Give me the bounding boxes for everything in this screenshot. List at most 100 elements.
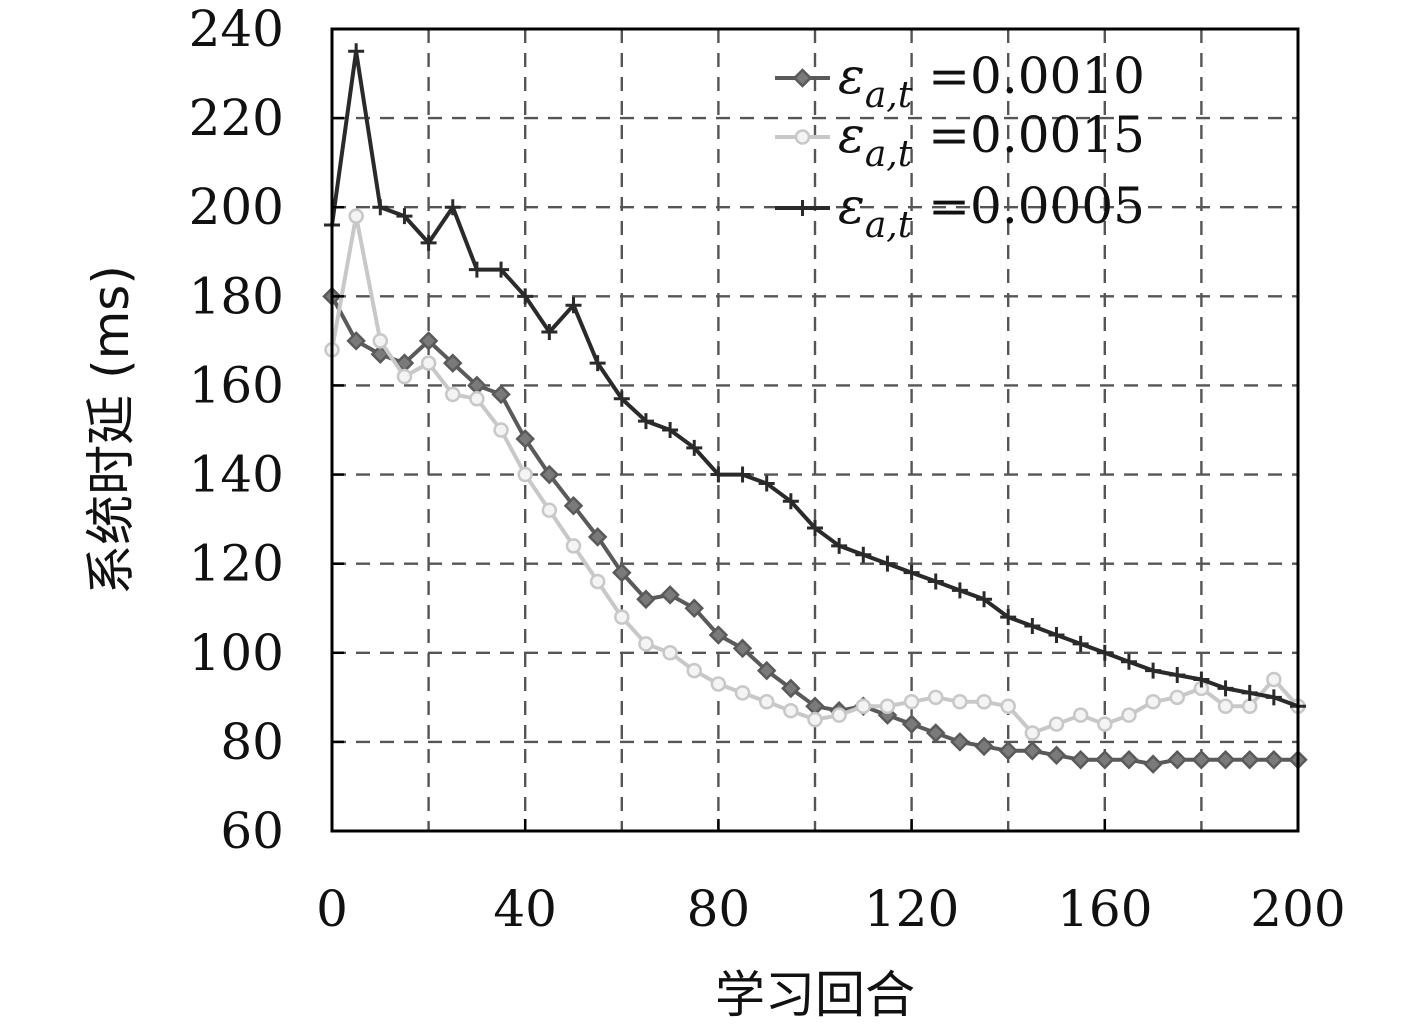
data-point xyxy=(710,676,727,692)
data-point xyxy=(1024,618,1041,635)
data-point xyxy=(636,589,656,610)
y-tick-label: 140 xyxy=(189,446,284,504)
y-tick-label: 240 xyxy=(189,0,284,58)
data-point xyxy=(493,422,509,438)
x-tick-label: 200 xyxy=(1250,880,1345,938)
data-point xyxy=(493,261,510,278)
data-point xyxy=(903,564,920,581)
legend-label: εa,t =0.0010 xyxy=(838,47,1145,116)
data-point xyxy=(491,384,511,405)
data-point xyxy=(660,585,680,605)
data-point xyxy=(928,689,944,706)
data-point xyxy=(879,555,896,572)
data-point xyxy=(758,694,775,710)
data-point xyxy=(1215,749,1236,770)
data-point xyxy=(468,261,485,278)
legend-marker xyxy=(792,68,813,88)
x-tick-label: 120 xyxy=(864,880,959,938)
data-point xyxy=(951,582,968,599)
legend-label: εa,t =0.0005 xyxy=(838,177,1145,246)
data-point xyxy=(563,495,584,516)
data-point xyxy=(974,736,994,757)
data-point xyxy=(684,598,705,618)
data-point xyxy=(925,723,946,743)
y-tick-label: 80 xyxy=(220,713,284,771)
legend-entry: εa,t =0.0010 xyxy=(775,47,1145,116)
data-point xyxy=(445,386,461,403)
data-point xyxy=(1022,741,1043,761)
data-point xyxy=(396,368,413,385)
data-point xyxy=(1241,684,1258,701)
data-point xyxy=(517,288,534,305)
legend-marker xyxy=(794,129,811,145)
y-tick-label: 160 xyxy=(189,356,284,414)
data-point xyxy=(614,609,630,625)
data-point xyxy=(1169,689,1185,706)
data-point xyxy=(686,662,702,679)
y-tick-label: 120 xyxy=(189,535,284,593)
y-tick-label: 200 xyxy=(189,178,284,236)
data-point xyxy=(732,638,753,659)
legend-entry: εa,t =0.0015 xyxy=(775,106,1145,175)
data-point xyxy=(1169,667,1186,684)
data-point xyxy=(637,413,654,430)
data-point xyxy=(420,234,437,251)
data-point xyxy=(1264,749,1284,770)
data-point xyxy=(589,355,606,372)
data-point xyxy=(662,645,678,661)
data-point xyxy=(1217,698,1234,714)
data-point xyxy=(1097,716,1113,732)
data-point xyxy=(901,714,922,734)
legend-label: εa,t =0.0015 xyxy=(838,106,1145,175)
data-point xyxy=(1024,725,1041,741)
data-point xyxy=(831,707,847,723)
plot-series xyxy=(322,43,1308,774)
x-tick-label: 0 xyxy=(316,880,348,938)
data-point xyxy=(1241,698,1258,714)
data-point xyxy=(998,741,1018,761)
y-tick-label: 60 xyxy=(220,802,284,860)
data-point xyxy=(515,429,535,449)
data-point xyxy=(612,562,632,583)
data-point xyxy=(1120,653,1137,670)
data-point xyxy=(565,297,582,314)
x-tick-label: 40 xyxy=(493,880,557,938)
data-point xyxy=(1191,749,1212,770)
data-point xyxy=(782,493,799,510)
data-point xyxy=(1145,662,1162,679)
data-point xyxy=(539,464,560,485)
data-point xyxy=(1096,644,1113,661)
data-point xyxy=(469,391,485,407)
data-point xyxy=(807,520,823,537)
data-point xyxy=(927,573,944,590)
data-point xyxy=(1046,745,1067,766)
data-point xyxy=(831,537,848,554)
data-point xyxy=(855,698,872,714)
data-point xyxy=(1265,689,1282,706)
data-point xyxy=(879,698,896,714)
legend-marker xyxy=(794,200,811,216)
data-point xyxy=(781,678,801,699)
data-point xyxy=(442,353,463,373)
data-point xyxy=(1239,749,1260,770)
data-point xyxy=(1145,694,1161,710)
data-point xyxy=(976,591,993,608)
y-tick-label: 100 xyxy=(189,624,284,682)
data-point xyxy=(1167,749,1188,770)
data-point xyxy=(348,43,365,60)
data-point xyxy=(638,636,654,652)
data-point xyxy=(541,323,558,340)
data-point xyxy=(976,694,992,710)
data-point xyxy=(613,390,630,407)
x-tick-label: 160 xyxy=(1057,880,1152,938)
data-point xyxy=(420,355,437,371)
data-point xyxy=(1072,707,1089,723)
data-point xyxy=(1121,707,1137,723)
series-2 xyxy=(324,208,1306,741)
data-point xyxy=(758,475,775,492)
data-point xyxy=(1048,716,1065,732)
data-point xyxy=(418,331,439,351)
data-point xyxy=(372,199,389,216)
data-point xyxy=(710,466,727,483)
